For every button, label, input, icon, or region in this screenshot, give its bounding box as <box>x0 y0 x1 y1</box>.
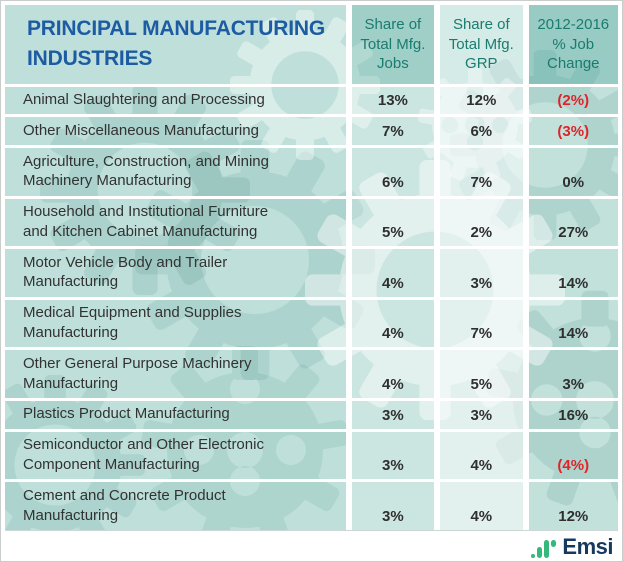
jobs-share-value: 7% <box>345 115 438 147</box>
job-change-value: 27% <box>522 197 618 248</box>
jobs-share-value: 3% <box>345 430 438 481</box>
industry-label: Plastics Product Manufacturing <box>23 405 230 423</box>
grp-share-value: 4% <box>434 480 526 530</box>
industry-label: Animal Slaughtering and Processing <box>23 90 265 108</box>
table-row: Plastics Product Manufacturing 3% 3% 16% <box>5 399 618 431</box>
table-row: Medical Equipment and Supplies Manufactu… <box>5 298 618 349</box>
table-row: Motor Vehicle Body and Trailer Manufactu… <box>5 247 618 299</box>
table-row: Animal Slaughtering and Processing 13% 1… <box>5 85 618 116</box>
table-row: Other General Purpose Machinery Manufact… <box>5 348 618 400</box>
grp-share-value: 6% <box>434 115 526 147</box>
table-row: Semiconductor and Other Electronic Compo… <box>5 430 618 481</box>
table-panel: PRINCIPAL MANUFACTURING INDUSTRIES Share… <box>5 5 618 531</box>
jobs-share-value: 13% <box>345 85 438 116</box>
white-frame: PRINCIPAL MANUFACTURING INDUSTRIES Share… <box>1 1 622 531</box>
job-change-value: 0% <box>522 146 618 198</box>
emsi-bars-icon <box>531 539 557 558</box>
jobs-share-value: 3% <box>345 480 438 530</box>
jobs-share-value: 6% <box>345 146 438 198</box>
table-row: Household and Institutional Furniture an… <box>5 197 618 248</box>
industry-label: Household and Institutional Furniture an… <box>23 203 269 240</box>
grp-share-value: 5% <box>434 348 526 400</box>
footer: Emsi <box>1 531 622 561</box>
emsi-logo: Emsi <box>531 536 613 558</box>
jobs-share-value: 4% <box>345 247 438 299</box>
job-change-value: 14% <box>522 247 618 299</box>
column-header-grp: Share of Total Mfg. GRP <box>434 5 526 85</box>
industries-table: PRINCIPAL MANUFACTURING INDUSTRIES Share… <box>5 5 618 530</box>
emsi-logo-text: Emsi <box>562 534 613 559</box>
jobs-share-value: 3% <box>345 399 438 431</box>
grp-share-value: 7% <box>434 146 526 198</box>
job-change-value: 12% <box>522 480 618 530</box>
column-header-job-change: 2012-2016 % Job Change <box>522 5 618 85</box>
industry-label: Motor Vehicle Body and Trailer Manufactu… <box>23 253 228 291</box>
header-row: PRINCIPAL MANUFACTURING INDUSTRIES Share… <box>5 5 618 85</box>
job-change-value: 14% <box>522 298 618 349</box>
job-change-value: (2%) <box>522 85 618 116</box>
page-title: PRINCIPAL MANUFACTURING INDUSTRIES <box>27 16 325 71</box>
table-row: Agriculture, Construction, and Mining Ma… <box>5 146 618 198</box>
job-change-value: (4%) <box>522 430 618 481</box>
job-change-value: 16% <box>522 399 618 431</box>
industry-label: Agriculture, Construction, and Mining Ma… <box>23 152 269 190</box>
grp-share-value: 2% <box>434 197 526 248</box>
grp-share-value: 12% <box>434 85 526 116</box>
grp-share-value: 7% <box>434 298 526 349</box>
column-header-jobs: Share of Total Mfg. Jobs <box>345 5 438 85</box>
job-change-value: 3% <box>522 348 618 400</box>
industry-label: Other Miscellaneous Manufacturing <box>23 121 259 139</box>
job-change-value: (3%) <box>522 115 618 147</box>
industry-label: Medical Equipment and Supplies Manufactu… <box>23 304 242 341</box>
table-row: Other Miscellaneous Manufacturing 7% 6% … <box>5 115 618 147</box>
grp-share-value: 3% <box>434 247 526 299</box>
jobs-share-value: 4% <box>345 348 438 400</box>
grp-share-value: 3% <box>434 399 526 431</box>
industry-label: Other General Purpose Machinery Manufact… <box>23 355 252 392</box>
industry-label: Cement and Concrete Product Manufacturin… <box>23 487 226 524</box>
industry-label: Semiconductor and Other Electronic Compo… <box>23 436 264 473</box>
jobs-share-value: 5% <box>345 197 438 248</box>
jobs-share-value: 4% <box>345 298 438 349</box>
table-row: Cement and Concrete Product Manufacturin… <box>5 480 618 530</box>
grp-share-value: 4% <box>434 430 526 481</box>
